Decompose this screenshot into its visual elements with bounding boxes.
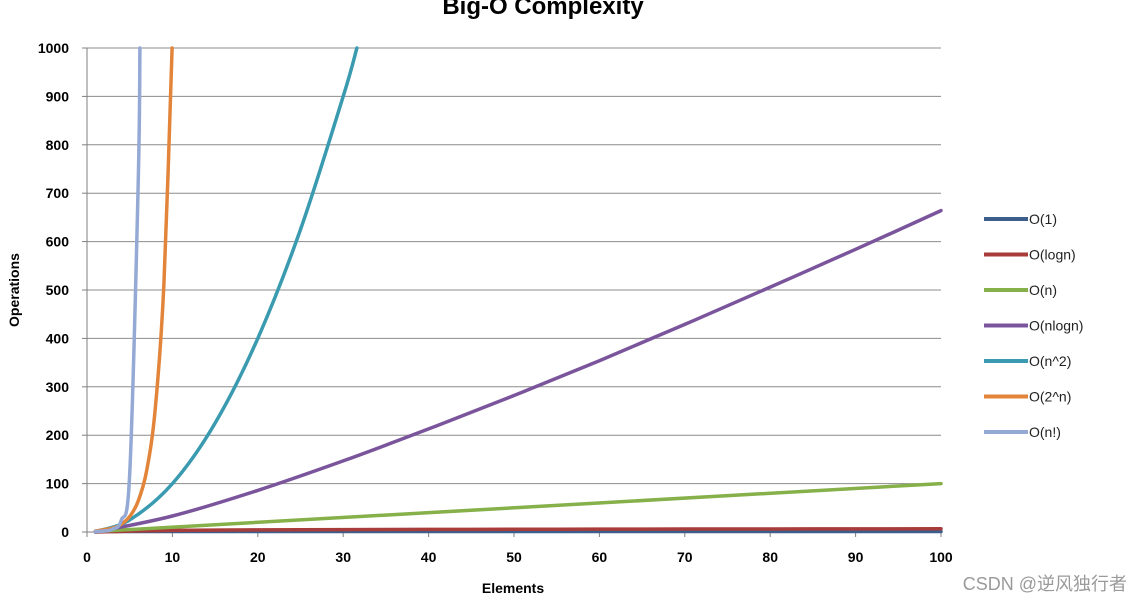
- y-tick-label: 1000: [38, 40, 69, 56]
- x-axis-ticks: 0 10 20 30 40 50 60 70 80 90 100: [83, 532, 953, 565]
- y-tick-label: 200: [46, 427, 70, 443]
- y-tick-label: 700: [46, 185, 70, 201]
- x-tick-label: 30: [335, 549, 351, 565]
- y-tick-label: 300: [46, 379, 70, 395]
- x-tick-label: 50: [506, 549, 522, 565]
- y-tick-label: 100: [46, 476, 70, 492]
- x-tick-label: 20: [250, 549, 266, 565]
- y-tick-label: 900: [46, 88, 70, 104]
- legend-label: O(n!): [1029, 424, 1061, 440]
- series-line-O(n!): [93, 46, 142, 534]
- series-lines: [93, 46, 943, 534]
- legend-label: O(2^n): [1029, 389, 1071, 405]
- x-tick-label: 60: [592, 549, 608, 565]
- x-tick-label: 90: [848, 549, 864, 565]
- x-tick-label: 0: [83, 549, 91, 565]
- y-axis-title: Operations: [6, 253, 22, 327]
- legend-label: O(logn): [1029, 247, 1076, 263]
- series-line-O(n): [93, 481, 943, 534]
- series-line-O(n^2): [93, 46, 359, 534]
- y-tick-label: 500: [46, 282, 70, 298]
- x-tick-label: 80: [762, 549, 778, 565]
- legend: O(1) O(logn) O(n) O(nlogn) O(n^2) O(2^n) O(n!): [984, 211, 1083, 440]
- x-tick-label: 70: [677, 549, 693, 565]
- legend-label: O(n^2): [1029, 353, 1071, 369]
- y-tick-label: 0: [61, 524, 69, 540]
- series-line-O(logn): [93, 527, 943, 534]
- x-tick-label: 100: [929, 549, 953, 565]
- gridlines: [86, 47, 941, 533]
- y-tick-label: 600: [46, 234, 70, 250]
- chart-title: Big-O Complexity: [442, 0, 644, 20]
- x-tick-label: 10: [165, 549, 181, 565]
- watermark: CSDN @逆风独行者: [963, 574, 1127, 594]
- legend-label: O(nlogn): [1029, 318, 1083, 334]
- y-tick-label: 800: [46, 137, 70, 153]
- legend-label: O(1): [1029, 211, 1057, 227]
- x-tick-label: 40: [421, 549, 437, 565]
- y-axis-ticks: 0 100 200 300 400 500 600 700 800 900 1000: [38, 40, 87, 540]
- x-axis-title: Elements: [482, 580, 544, 596]
- series-line-O(nlogn): [93, 208, 943, 534]
- y-tick-label: 400: [46, 330, 70, 346]
- legend-label: O(n): [1029, 282, 1057, 298]
